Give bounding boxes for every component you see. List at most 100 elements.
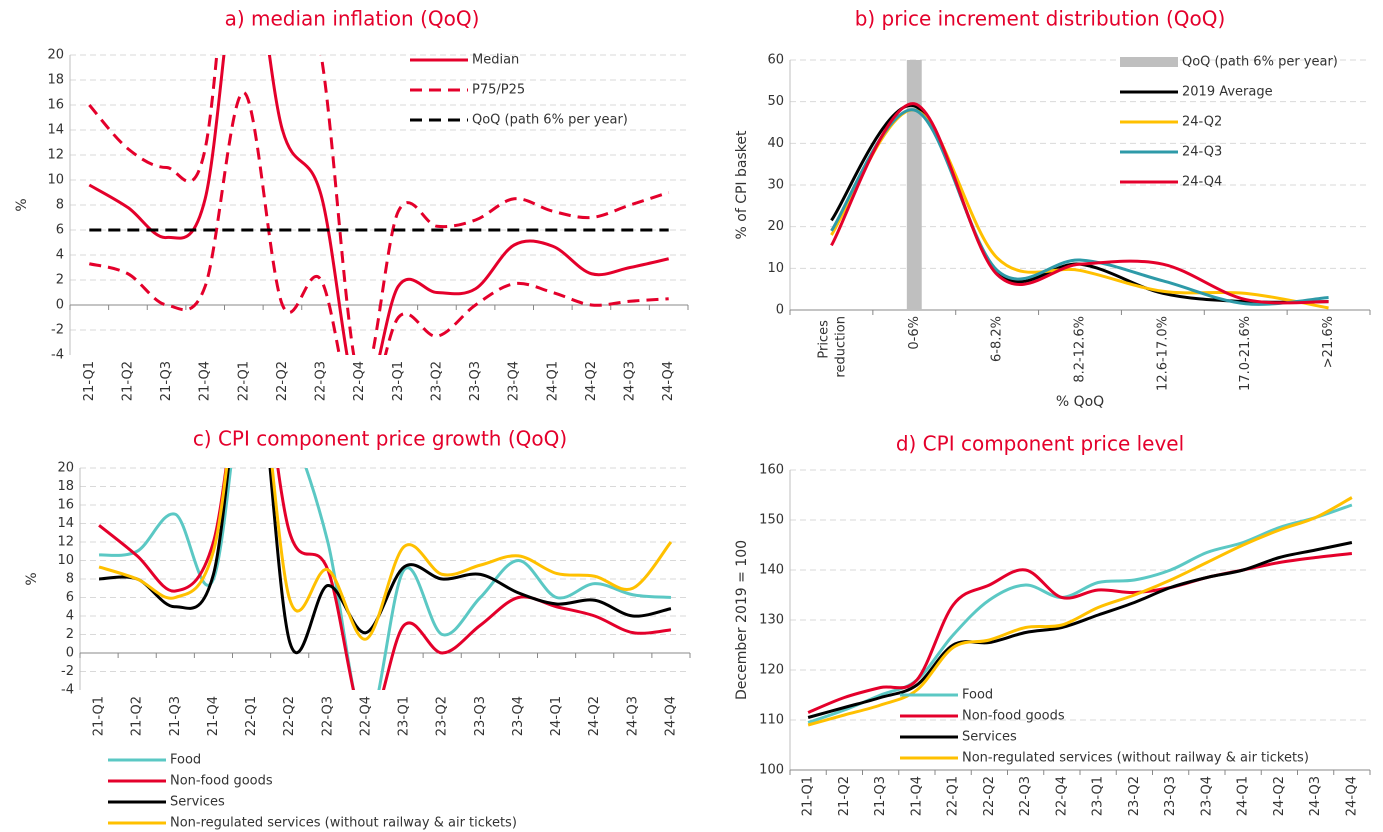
x-tick-label: 17.0-21.6% bbox=[1238, 316, 1253, 391]
x-tick-label: 21-Q1 bbox=[82, 361, 97, 401]
y-tick-label: 18 bbox=[57, 479, 74, 494]
plot-area bbox=[88, 55, 670, 355]
x-tick-label-line: Prices bbox=[816, 316, 831, 359]
y-tick-label: -4 bbox=[51, 348, 64, 363]
y-tick-label: 20 bbox=[767, 219, 784, 234]
y-tick-label: 100 bbox=[759, 763, 784, 778]
x-tick-label: 21-Q1 bbox=[801, 776, 816, 816]
x-tick-label: 23-Q4 bbox=[507, 361, 522, 401]
legend-label: 24-Q3 bbox=[1182, 145, 1222, 160]
legend-label: P75/P25 bbox=[472, 83, 525, 98]
series-line bbox=[98, 468, 672, 690]
legend-label: Non-food goods bbox=[962, 709, 1065, 724]
y-tick-label: -2 bbox=[61, 664, 74, 679]
y-tick-label: 14 bbox=[57, 516, 74, 531]
y-tick-label: 150 bbox=[759, 513, 784, 528]
x-tick-label: 21-Q4 bbox=[909, 776, 924, 816]
x-tick-label: 23-Q1 bbox=[1091, 776, 1106, 816]
x-tick-label: 21-Q4 bbox=[198, 361, 213, 401]
y-tick-label: 30 bbox=[767, 178, 784, 193]
x-tick-label: 22-Q3 bbox=[314, 361, 329, 401]
panel: d) CPI component price level 100 110 120 130… bbox=[734, 432, 1371, 816]
x-tick-label: 23-Q1 bbox=[397, 696, 412, 736]
legend-label: Non-food goods bbox=[170, 774, 273, 789]
y-tick-label: -2 bbox=[51, 323, 64, 338]
y-tick-label: 10 bbox=[767, 261, 784, 276]
x-tick-label: 21-Q3 bbox=[168, 696, 183, 736]
x-tick-label: 24-Q1 bbox=[549, 696, 564, 736]
x-tick-label: 24-Q1 bbox=[1236, 776, 1251, 816]
legend-label: Services bbox=[962, 730, 1017, 745]
x-tick-label: 23-Q2 bbox=[435, 696, 450, 736]
chart-title: c) CPI component price growth (QoQ) bbox=[193, 427, 567, 451]
y-axis-label: % bbox=[14, 198, 30, 211]
legend-label: QoQ (path 6% per year) bbox=[472, 113, 628, 128]
x-tick-label: 21-Q3 bbox=[873, 776, 888, 816]
y-tick-label: 40 bbox=[767, 136, 784, 151]
series-line bbox=[807, 541, 1353, 719]
x-tick-label: 24-Q4 bbox=[661, 361, 676, 401]
x-tick-label: 22-Q4 bbox=[352, 361, 367, 401]
y-axis-label: December 2019 = 100 bbox=[734, 540, 750, 700]
x-tick-label: 21-Q2 bbox=[120, 361, 135, 401]
x-tick-label: 22-Q1 bbox=[236, 361, 251, 401]
y-tick-label: 12 bbox=[57, 535, 74, 550]
y-tick-label: 130 bbox=[759, 613, 784, 628]
y-tick-label: 0 bbox=[66, 646, 74, 661]
x-tick-label: 22-Q1 bbox=[946, 776, 961, 816]
series-line bbox=[88, 90, 669, 355]
y-tick-label: 14 bbox=[47, 123, 64, 138]
y-tick-label: 50 bbox=[767, 94, 784, 109]
x-tick-label: 22-Q3 bbox=[1018, 776, 1033, 816]
x-tick-label: 23-Q3 bbox=[1163, 776, 1178, 816]
y-tick-label: 2 bbox=[56, 273, 64, 288]
x-tick-label: 23-Q4 bbox=[1199, 776, 1214, 816]
y-tick-label: 16 bbox=[57, 498, 74, 513]
series-line bbox=[830, 104, 1329, 304]
y-tick-label: 0 bbox=[56, 298, 64, 313]
y-tick-label: 6 bbox=[56, 223, 64, 238]
legend-label: QoQ (path 6% per year) bbox=[1182, 55, 1338, 70]
y-tick-label: 6 bbox=[66, 590, 74, 605]
x-tick-label: 21-Q1 bbox=[92, 696, 107, 736]
x-tick-label: 24-Q2 bbox=[1272, 776, 1287, 816]
x-tick-label: 8.2-12.6% bbox=[1073, 316, 1088, 383]
legend-label: 24-Q2 bbox=[1182, 115, 1222, 130]
series-line bbox=[830, 108, 1329, 306]
y-tick-label: 18 bbox=[47, 73, 64, 88]
x-tick-label: 24-Q3 bbox=[625, 696, 640, 736]
y-tick-label: 10 bbox=[47, 173, 64, 188]
y-tick-label: 2 bbox=[66, 627, 74, 642]
x-tick-label: 23-Q3 bbox=[473, 696, 488, 736]
x-tick-label: 12.6-17.0% bbox=[1155, 316, 1170, 391]
y-tick-label: 20 bbox=[57, 461, 74, 476]
x-tick-label: 22-Q2 bbox=[275, 361, 290, 401]
bar bbox=[906, 60, 922, 310]
chart-title: a) median inflation (QoQ) bbox=[225, 7, 480, 31]
legend-label: Food bbox=[962, 688, 993, 703]
x-tick-label: 24-Q3 bbox=[1308, 776, 1323, 816]
series-line bbox=[98, 468, 672, 655]
x-tick-label: 22-Q4 bbox=[358, 696, 373, 736]
x-tick-label: 23-Q2 bbox=[429, 361, 444, 401]
series-line bbox=[98, 468, 673, 641]
plot-area bbox=[807, 496, 1353, 727]
x-tick-label-line: reduction bbox=[833, 316, 848, 378]
x-tick-label: 23-Q1 bbox=[391, 361, 406, 401]
y-tick-label: 4 bbox=[66, 609, 74, 624]
y-axis-label: % bbox=[24, 572, 40, 585]
x-tick-label: 21-Q2 bbox=[837, 776, 852, 816]
x-tick-label: 24-Q4 bbox=[1344, 776, 1359, 816]
y-tick-label: 110 bbox=[759, 713, 784, 728]
x-axis-label: % QoQ bbox=[1056, 394, 1104, 410]
x-tick-label: 23-Q4 bbox=[511, 696, 526, 736]
panel: c) CPI component price growth (QoQ) -4 -2 0… bbox=[24, 427, 691, 831]
legend-label: Non-regulated services (without railway … bbox=[170, 816, 517, 831]
series-line bbox=[830, 102, 1329, 305]
plot-area bbox=[830, 60, 1329, 310]
y-tick-label: 8 bbox=[56, 198, 64, 213]
x-tick-label: 23-Q2 bbox=[1127, 776, 1142, 816]
chart-title: b) price increment distribution (QoQ) bbox=[855, 7, 1226, 31]
